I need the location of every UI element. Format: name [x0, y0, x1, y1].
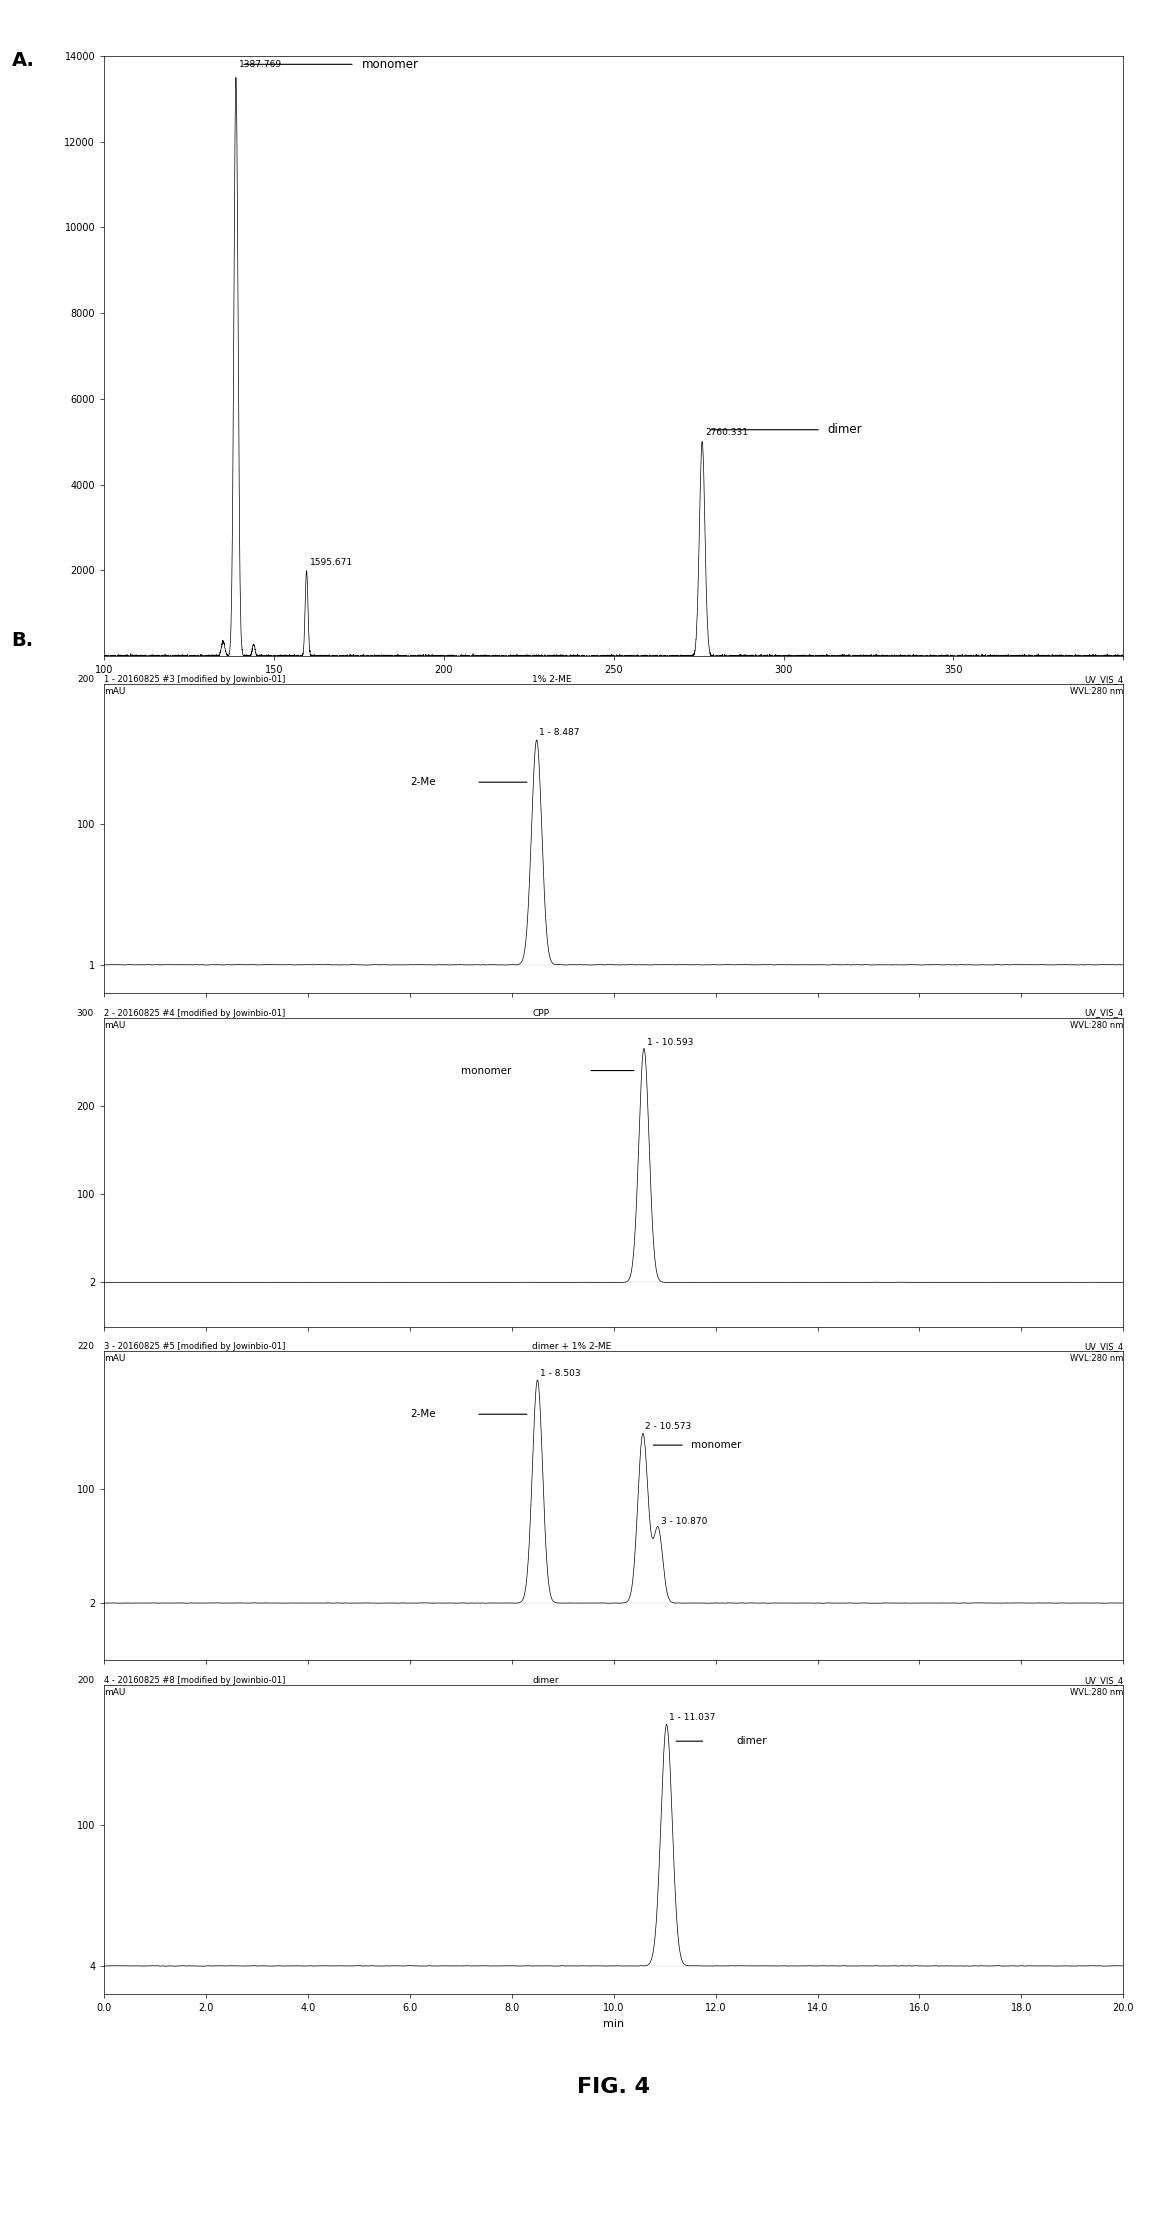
Text: 200: 200 — [76, 1677, 94, 1686]
Text: 1 - 8.487: 1 - 8.487 — [540, 729, 580, 738]
Text: dimer: dimer — [828, 424, 863, 437]
Text: 4 - 20160825 #8 [modified by Jowinbio-01]: 4 - 20160825 #8 [modified by Jowinbio-01… — [104, 1677, 286, 1686]
Text: 1 - 11.037: 1 - 11.037 — [669, 1713, 716, 1722]
Text: mAU: mAU — [104, 1021, 125, 1030]
Text: 3 - 20160825 #5 [modified by Jowinbio-01]: 3 - 20160825 #5 [modified by Jowinbio-01… — [104, 1342, 286, 1351]
Text: 300: 300 — [76, 1008, 94, 1017]
Text: mAU: mAU — [104, 1354, 125, 1363]
Text: 2-Me: 2-Me — [410, 778, 435, 787]
Text: 2760.331: 2760.331 — [705, 428, 748, 437]
Text: FIG. 4: FIG. 4 — [577, 2076, 651, 2096]
Text: UV_VIS_4: UV_VIS_4 — [1084, 676, 1123, 685]
Text: WVL:280 nm: WVL:280 nm — [1070, 1354, 1123, 1363]
Text: dimer: dimer — [736, 1737, 767, 1746]
Text: 1% 2-ME: 1% 2-ME — [533, 676, 572, 685]
Text: 1595.671: 1595.671 — [310, 558, 353, 566]
Text: B.: B. — [12, 631, 34, 651]
Text: mAU: mAU — [104, 687, 125, 696]
Text: 1 - 20160825 #3 [modified by Jowinbio-01]: 1 - 20160825 #3 [modified by Jowinbio-01… — [104, 676, 286, 685]
Text: 200: 200 — [76, 676, 94, 685]
Text: 3 - 10.870: 3 - 10.870 — [660, 1516, 708, 1525]
Text: WVL:280 nm: WVL:280 nm — [1070, 1688, 1123, 1697]
Text: dimer + 1% 2-ME: dimer + 1% 2-ME — [533, 1342, 611, 1351]
Text: CPP: CPP — [533, 1008, 549, 1017]
Text: monomer: monomer — [690, 1441, 741, 1450]
Text: UV_VIS_4: UV_VIS_4 — [1084, 1008, 1123, 1017]
Text: WVL:280 nm: WVL:280 nm — [1070, 687, 1123, 696]
Text: mAU: mAU — [104, 1688, 125, 1697]
Text: monomer: monomer — [361, 58, 419, 71]
Text: UV_VIS_4: UV_VIS_4 — [1084, 1677, 1123, 1686]
Text: dimer: dimer — [533, 1677, 558, 1686]
Text: 2-Me: 2-Me — [410, 1409, 435, 1418]
Text: monomer: monomer — [461, 1066, 512, 1075]
Text: 2 - 20160825 #4 [modified by Jowinbio-01]: 2 - 20160825 #4 [modified by Jowinbio-01… — [104, 1008, 286, 1017]
Text: 1 - 8.503: 1 - 8.503 — [540, 1369, 580, 1378]
Text: 1 - 10.593: 1 - 10.593 — [646, 1037, 692, 1046]
Text: 220: 220 — [78, 1342, 94, 1351]
X-axis label: min: min — [603, 2018, 624, 2029]
Text: UV_VIS_4: UV_VIS_4 — [1084, 1342, 1123, 1351]
Text: 1387.769: 1387.769 — [240, 60, 283, 69]
Text: A.: A. — [12, 51, 35, 71]
Text: 2 - 10.573: 2 - 10.573 — [645, 1423, 691, 1432]
Text: WVL:280 nm: WVL:280 nm — [1070, 1021, 1123, 1030]
